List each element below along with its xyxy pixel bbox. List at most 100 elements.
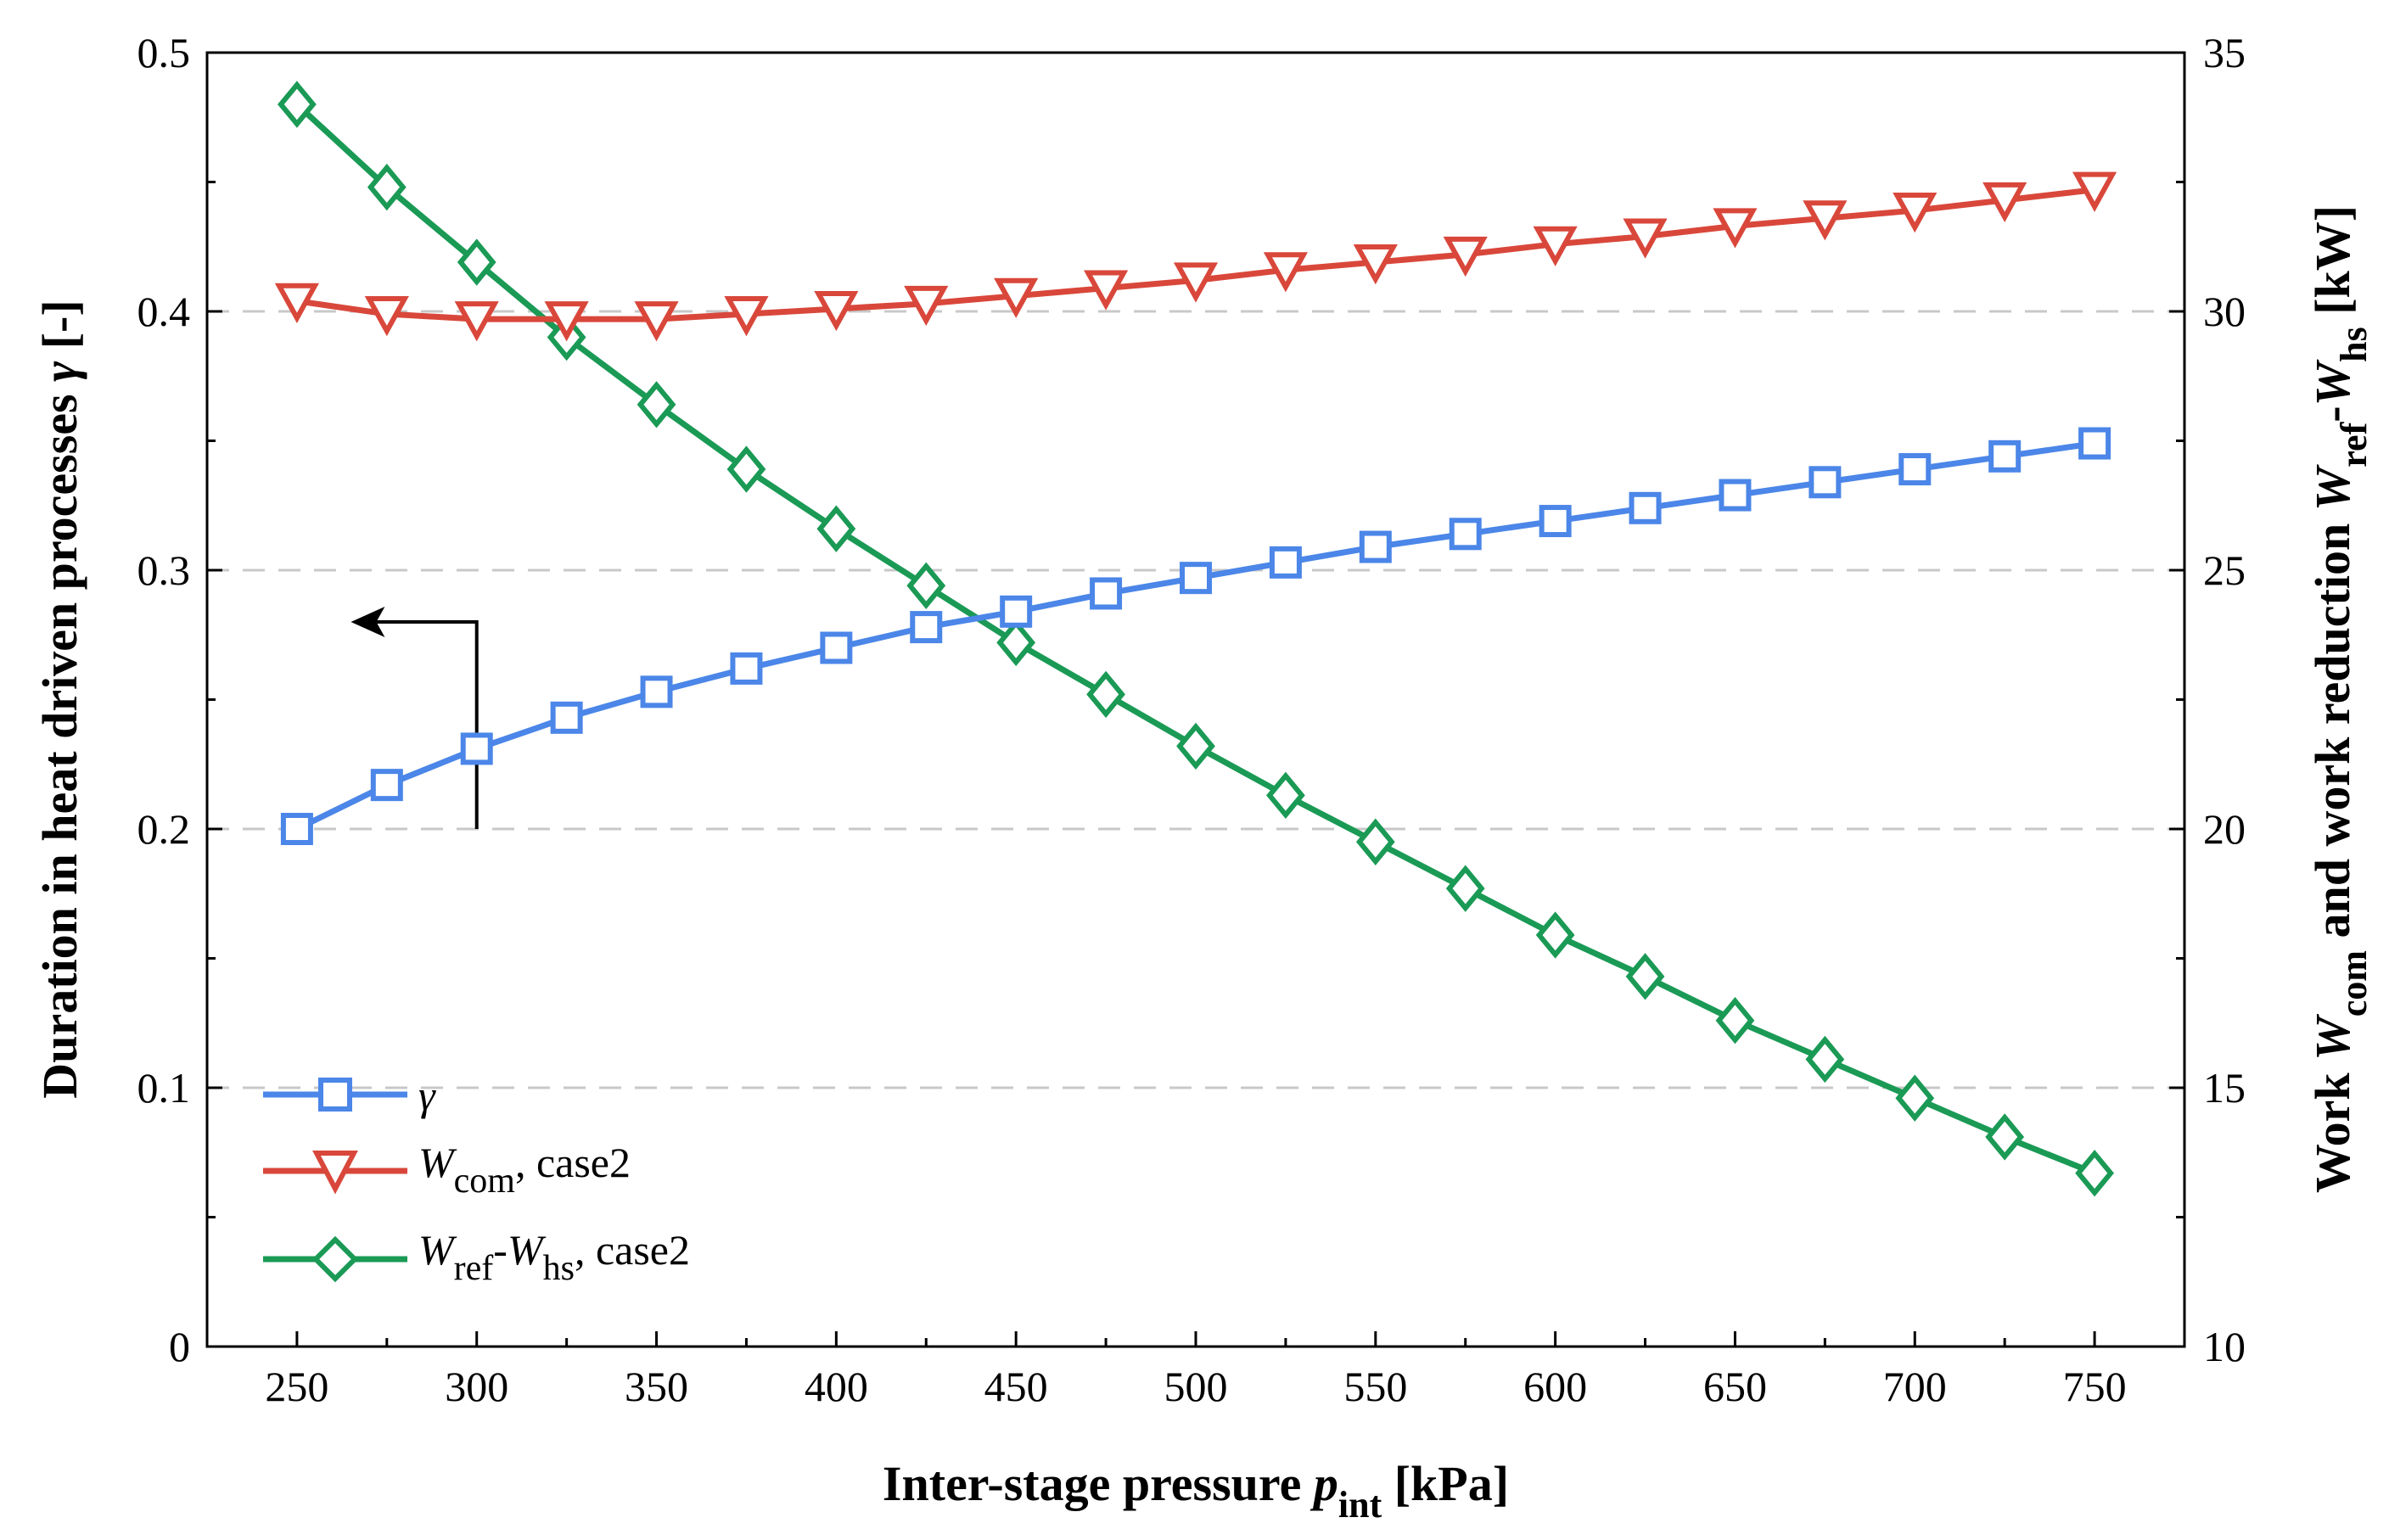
- data-point: [634, 301, 679, 342]
- data-point: [2072, 171, 2117, 212]
- data-point: [1895, 1074, 1935, 1122]
- data-point: [820, 631, 853, 664]
- data-point: [1805, 1035, 1845, 1084]
- data-point: [367, 163, 407, 211]
- y-left-axis-label: Duration in heat driven processes γ [-]: [32, 300, 87, 1098]
- x-tick-label: 750: [2063, 1363, 2127, 1410]
- x-tick-label: 450: [984, 1363, 1048, 1410]
- data-point: [1625, 953, 1665, 1000]
- data-point: [550, 701, 583, 734]
- data-point: [1266, 771, 1305, 820]
- x-tick-label: 700: [1883, 1363, 1947, 1410]
- data-point: [1982, 182, 2027, 223]
- x-axis-ticks: 250 300 350 400 450 500 550 600 650 700 750: [265, 1331, 2186, 1410]
- data-point: [637, 381, 676, 428]
- x-tick-label: 600: [1523, 1363, 1587, 1410]
- data-point: [730, 652, 763, 685]
- y-right-tick-label: 10: [2203, 1323, 2246, 1370]
- y-left-tick-label: 0.4: [137, 288, 191, 335]
- data-point: [1985, 1113, 2025, 1161]
- plot-frame: [205, 51, 2186, 1348]
- data-point: [910, 611, 943, 644]
- x-tick-label: 650: [1703, 1363, 1767, 1410]
- data-point: [1084, 270, 1129, 311]
- data-point: [906, 562, 946, 610]
- data-point: [1629, 491, 1662, 524]
- data-point: [364, 296, 409, 337]
- x-axis-label: Inter-stage pressure pint [kPa]: [883, 1456, 1509, 1526]
- data-point: [1449, 518, 1482, 551]
- data-point: [278, 81, 317, 128]
- svg-text:Wcom, case2: Wcom, case2: [418, 1139, 631, 1201]
- y-right-tick-label: 35: [2203, 29, 2246, 76]
- data-point: [1715, 996, 1755, 1044]
- data-point: [1180, 562, 1212, 595]
- legend: γ Wcom, case2 Wref-Whs, case2: [263, 1072, 690, 1288]
- x-tick-label: 350: [625, 1363, 688, 1410]
- legend-item-wcom: Wcom, case2: [263, 1139, 631, 1201]
- data-point: [1719, 479, 1752, 512]
- series-layer: [274, 81, 2117, 1197]
- data-point: [640, 675, 673, 708]
- data-point: [816, 505, 856, 552]
- data-point: [994, 277, 1039, 318]
- y-left-tick-label: 0: [169, 1323, 190, 1370]
- svg-text:γ: γ: [418, 1072, 436, 1119]
- data-point: [1445, 865, 1485, 912]
- data-point: [1000, 595, 1033, 628]
- data-point: [1809, 466, 1842, 499]
- data-point: [280, 813, 313, 845]
- data-point: [814, 290, 859, 332]
- data-point: [1359, 530, 1392, 563]
- data-point: [1898, 453, 1932, 486]
- series-0: [280, 427, 2111, 845]
- data-point: [996, 619, 1036, 667]
- x-tick-label: 500: [1164, 1363, 1228, 1410]
- y-left-tick-label: 0.1: [137, 1064, 191, 1112]
- grid-lines: [207, 310, 2184, 1089]
- y-right-tick-label: 20: [2203, 805, 2246, 853]
- data-point: [2075, 1149, 2114, 1197]
- data-point: [1353, 244, 1398, 285]
- y-right-tick-label: 15: [2203, 1064, 2246, 1112]
- data-point: [1173, 262, 1219, 303]
- data-point: [1533, 226, 1578, 266]
- data-point: [1263, 252, 1308, 293]
- arrow-head: [350, 607, 385, 637]
- y-right-tick-label: 30: [2203, 288, 2246, 335]
- y-right-axis-ticks: 10 15 20 25 30 35: [2169, 29, 2246, 1370]
- data-point: [1086, 670, 1125, 719]
- y-left-tick-label: 0.3: [137, 546, 191, 594]
- data-point: [370, 769, 403, 802]
- data-point: [1176, 722, 1215, 770]
- data-point: [2078, 427, 2111, 460]
- y-left-axis-ticks: 0 0.1 0.2 0.3 0.4 0.5: [137, 29, 222, 1370]
- data-point: [1893, 193, 1938, 233]
- data-point: [454, 301, 499, 342]
- data-point: [1535, 911, 1575, 959]
- legend-item-wref-whs: Wref-Whs, case2: [263, 1226, 690, 1288]
- data-point: [1803, 200, 1848, 241]
- data-point: [1090, 577, 1123, 610]
- data-point: [544, 301, 589, 342]
- y-left-tick-label: 0.2: [137, 805, 191, 853]
- series-2: [278, 81, 2114, 1197]
- data-point: [1988, 440, 2022, 473]
- y-right-axis-label: Work Wcom and work reduction Wref-Whs [k…: [2305, 205, 2375, 1193]
- data-point: [904, 285, 949, 327]
- data-point: [1539, 505, 1572, 538]
- x-tick-label: 250: [265, 1363, 328, 1410]
- x-tick-label: 400: [805, 1363, 868, 1410]
- data-point: [724, 296, 769, 337]
- data-point: [726, 445, 766, 493]
- x-tick-label: 300: [445, 1363, 508, 1410]
- legend-item-gamma: γ: [263, 1072, 436, 1119]
- series-line: [295, 440, 2095, 832]
- x-tick-label: 550: [1343, 1363, 1407, 1410]
- data-point: [1713, 208, 1758, 249]
- svg-text:Wref-Whs, case2: Wref-Whs, case2: [418, 1226, 690, 1288]
- data-point: [1355, 818, 1395, 865]
- y-right-tick-label: 25: [2203, 546, 2246, 594]
- y-left-tick-label: 0.5: [137, 29, 191, 76]
- data-point: [1443, 236, 1488, 277]
